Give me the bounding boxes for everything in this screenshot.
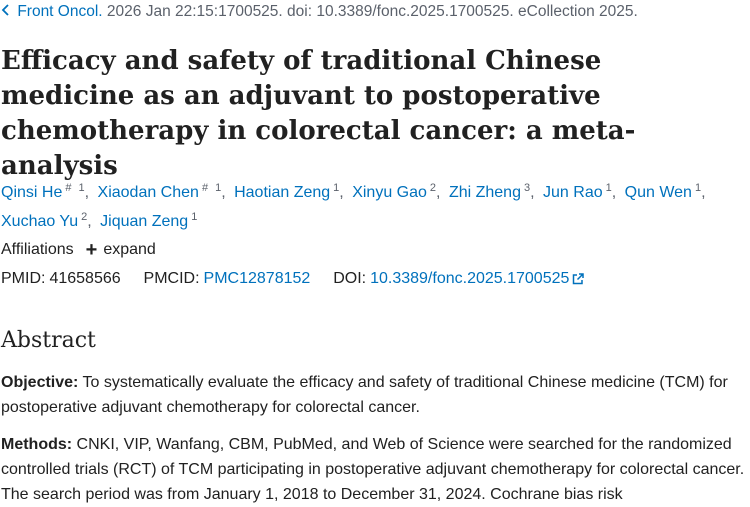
pmid-label: PMID: <box>1 270 46 287</box>
citation-details: 2026 Jan 22:15:1700525. doi: 10.3389/fon… <box>106 3 638 20</box>
doi-link[interactable]: 10.3389/fonc.2025.1700525 <box>370 270 585 290</box>
expand-label: expand <box>103 241 156 258</box>
author-link[interactable]: Qun Wen <box>624 184 692 201</box>
affiliation-number[interactable]: 3 <box>523 182 531 194</box>
affiliation-number[interactable]: 1 <box>605 182 612 194</box>
equal-contribution-mark: # <box>65 182 72 194</box>
affiliation-number[interactable]: 1 <box>78 182 85 194</box>
author-item: Xinyu Gao 2 <box>352 182 437 201</box>
author-link[interactable]: Haotian Zeng <box>234 184 331 201</box>
doi-value: 10.3389/fonc.2025.1700525 <box>370 270 570 287</box>
author-item: Xiaodan Chen #1 <box>97 182 222 201</box>
author-item: Zhi Zheng 3 <box>448 182 531 201</box>
abstract-heading: Abstract <box>1 328 96 353</box>
author-link[interactable]: Zhi Zheng <box>448 184 521 201</box>
author-link[interactable]: Jun Rao <box>543 184 603 201</box>
methods-label: Methods: <box>1 436 73 453</box>
equal-contribution-mark: # <box>201 182 209 194</box>
affiliations-label: Affiliations <box>1 241 74 258</box>
author-item: Qun Wen 1 <box>624 182 702 201</box>
author-item: Jiquan Zeng 1 <box>100 211 198 230</box>
citation-line: Front Oncol. 2026 Jan 22:15:1700525. doi… <box>0 3 638 21</box>
affiliation-number[interactable]: 2 <box>81 211 88 223</box>
author-link[interactable]: Qinsi He <box>1 184 63 201</box>
abstract-objective: Objective: To systematically evaluate th… <box>1 370 749 420</box>
affiliation-number[interactable]: 1 <box>333 182 340 194</box>
author-list: Qinsi He #1, Xiaodan Chen #1, Haotian Zeng… <box>1 182 706 230</box>
external-link-icon <box>572 272 585 290</box>
objective-text: To systematically evaluate the efficacy … <box>1 374 728 416</box>
methods-text: CNKI, VIP, Wanfang, CBM, PubMed, and Web… <box>1 436 745 503</box>
author-item: Qinsi He #1 <box>1 182 85 201</box>
author-item: Xuchao Yu 2 <box>1 211 88 230</box>
pmcid-label: PMCID: <box>143 270 200 287</box>
affiliations-row: Affiliations + expand <box>1 239 156 261</box>
plus-icon: + <box>85 239 98 261</box>
doi-label: DOI: <box>333 270 367 287</box>
abstract-methods: Methods: CNKI, VIP, Wanfang, CBM, PubMed… <box>1 432 749 507</box>
author-item: Jun Rao 1 <box>543 182 612 201</box>
pmid-value: 41658566 <box>49 270 121 287</box>
author-link[interactable]: Xiaodan Chen <box>97 184 199 201</box>
article-title: Efficacy and safety of traditional Chine… <box>1 46 636 181</box>
journal-link[interactable]: Front Oncol. <box>17 3 103 20</box>
pmcid-link[interactable]: PMC12878152 <box>203 270 311 287</box>
expand-affiliations-button[interactable]: + expand <box>85 239 156 261</box>
affiliation-number[interactable]: 2 <box>429 182 437 194</box>
identifiers-row: PMID: 41658566 PMCID: PMC12878152 DOI: 10.3… <box>1 270 585 290</box>
author-link[interactable]: Xinyu Gao <box>352 184 427 201</box>
objective-label: Objective: <box>1 374 79 391</box>
author-item: Haotian Zeng 1 <box>234 182 340 201</box>
author-link[interactable]: Xuchao Yu <box>1 213 79 230</box>
chevron-left-icon[interactable] <box>0 3 10 21</box>
affiliation-number[interactable]: 1 <box>191 211 198 223</box>
author-link[interactable]: Jiquan Zeng <box>100 213 189 230</box>
affiliation-number[interactable]: 1 <box>694 182 702 194</box>
affiliation-number[interactable]: 1 <box>215 182 222 194</box>
